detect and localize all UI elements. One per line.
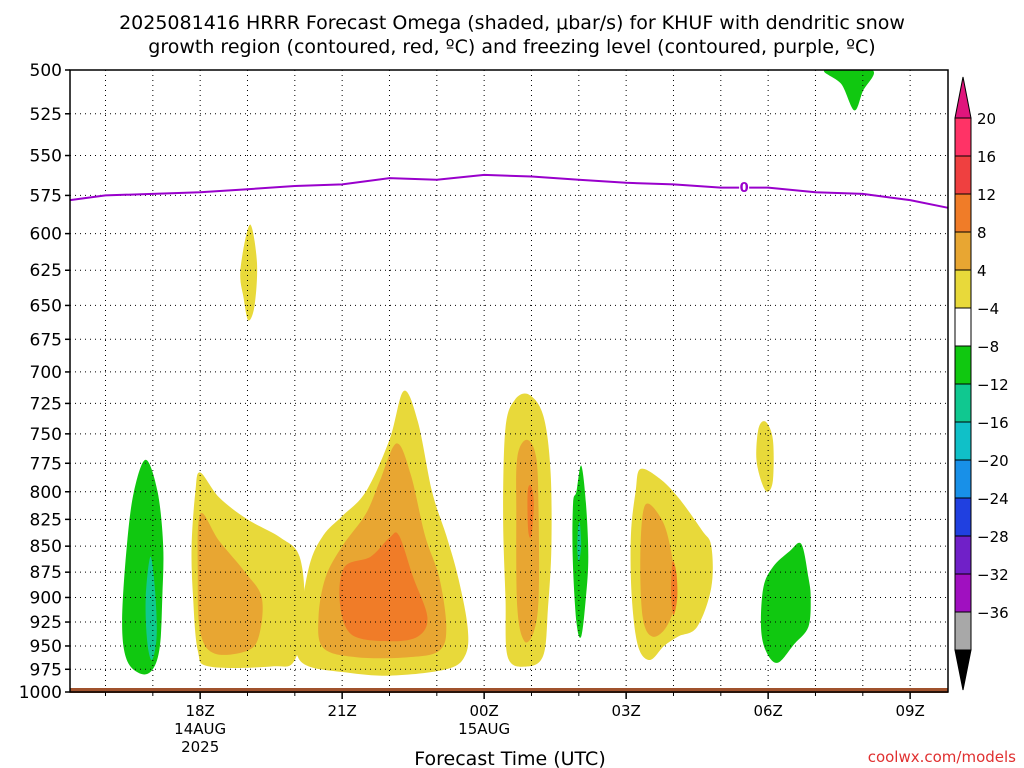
y-tick-label: 775 bbox=[30, 454, 62, 474]
omega-region bbox=[527, 485, 534, 538]
colorbar-swatch bbox=[954, 345, 972, 385]
y-tick-label: 550 bbox=[30, 147, 62, 167]
y-tick-label: 575 bbox=[30, 186, 62, 206]
colorbar-label: −32 bbox=[977, 566, 1009, 584]
credit-text: coolwx.com/models bbox=[868, 748, 1016, 766]
omega-region bbox=[516, 439, 540, 643]
omega-region bbox=[671, 561, 678, 616]
y-tick-label: 525 bbox=[30, 105, 62, 125]
omega-shading bbox=[122, 70, 874, 676]
grid-lines bbox=[70, 69, 948, 693]
omega-region bbox=[823, 70, 874, 111]
chart-title-line1: 2025081416 HRRR Forecast Omega (shaded, … bbox=[119, 12, 905, 34]
y-tick-label: 700 bbox=[30, 363, 62, 383]
omega-region bbox=[577, 521, 582, 562]
y-tick-label: 1000 bbox=[19, 683, 62, 703]
colorbar-label: 20 bbox=[977, 110, 996, 128]
colorbar-label: −36 bbox=[977, 604, 1009, 622]
colorbar: 20 16 12 8 4 −4 −8 −12 −16 −20 −24 −28 −32 −36 bbox=[954, 76, 1009, 691]
colorbar-swatch bbox=[954, 155, 972, 195]
y-tick-label: 725 bbox=[30, 394, 62, 414]
freezing-level-line bbox=[69, 173, 949, 209]
colorbar-swatch bbox=[954, 535, 972, 575]
freezing-level-label: 0 bbox=[740, 181, 749, 196]
colorbar-swatch bbox=[954, 269, 972, 309]
colorbar-swatch bbox=[954, 497, 972, 537]
colorbar-label: −20 bbox=[977, 452, 1009, 470]
chart-title-line2: growth region (contoured, red, ºC) and f… bbox=[148, 36, 875, 58]
x-tick-label: 03Z bbox=[611, 702, 640, 720]
x-tick-label: 00Z bbox=[469, 702, 498, 720]
y-tick-label: 900 bbox=[30, 588, 62, 608]
colorbar-label: −28 bbox=[977, 528, 1009, 546]
x-tick-label: 09Z bbox=[895, 702, 924, 720]
x-tick-year: 2025 bbox=[181, 738, 219, 756]
y-tick-label: 750 bbox=[30, 425, 62, 445]
x-axis-label: Forecast Time (UTC) bbox=[414, 748, 605, 768]
plot-frame bbox=[69, 69, 949, 693]
omega-region bbox=[240, 224, 258, 321]
omega-region bbox=[145, 556, 157, 661]
colorbar-label: 8 bbox=[977, 224, 987, 242]
omega-region bbox=[197, 512, 263, 655]
colorbar-swatch bbox=[954, 231, 972, 271]
colorbar-swatch bbox=[954, 193, 972, 233]
y-tick-label: 825 bbox=[30, 510, 62, 530]
freezing-level-label-bg bbox=[739, 180, 750, 195]
colorbar-bottom-arrow bbox=[954, 649, 972, 691]
y-tick-label: 975 bbox=[30, 660, 62, 680]
y-tick-label: 950 bbox=[30, 637, 62, 657]
x-tick-date: 15AUG bbox=[458, 720, 510, 738]
colorbar-label: −12 bbox=[977, 376, 1009, 394]
omega-region bbox=[756, 421, 774, 492]
colorbar-label: −16 bbox=[977, 414, 1009, 432]
y-tick-label: 800 bbox=[30, 483, 62, 503]
colorbar-swatch bbox=[954, 459, 972, 499]
y-tick-label: 650 bbox=[30, 296, 62, 316]
colorbar-swatch bbox=[954, 421, 972, 461]
colorbar-label: 4 bbox=[977, 262, 987, 280]
omega-region bbox=[339, 532, 428, 642]
omega-region bbox=[760, 542, 811, 663]
colorbar-swatch bbox=[954, 117, 972, 157]
y-tick-label: 500 bbox=[30, 61, 62, 81]
y-tick-label: 625 bbox=[30, 261, 62, 281]
y-tick-label: 875 bbox=[30, 563, 62, 583]
colorbar-label: −8 bbox=[977, 338, 999, 356]
x-tick-label: 18Z bbox=[185, 702, 214, 720]
ground-strip bbox=[70, 688, 948, 693]
y-tick-label: 850 bbox=[30, 537, 62, 557]
colorbar-label: 12 bbox=[977, 186, 996, 204]
colorbar-label: −24 bbox=[977, 490, 1009, 508]
y-tick-label: 675 bbox=[30, 330, 62, 350]
omega-region bbox=[640, 503, 676, 637]
colorbar-label: 16 bbox=[977, 148, 996, 166]
colorbar-swatch bbox=[954, 611, 972, 651]
y-tick-label: 600 bbox=[30, 225, 62, 245]
x-tick-label: 21Z bbox=[327, 702, 356, 720]
colorbar-swatch bbox=[954, 307, 972, 347]
colorbar-label: −4 bbox=[977, 300, 999, 318]
x-tick-label: 06Z bbox=[753, 702, 782, 720]
y-axis: 500 525 550 575 600 625 650 675 700 725 750 775 800 8… bbox=[19, 61, 70, 703]
colorbar-swatch bbox=[954, 573, 972, 613]
x-tick-date: 14AUG bbox=[174, 720, 226, 738]
y-tick-label: 925 bbox=[30, 613, 62, 633]
plot-area: 0 500 525 550 575 600 625 650 675 700 725 750 775 800… bbox=[19, 61, 949, 756]
colorbar-swatch bbox=[954, 383, 972, 423]
